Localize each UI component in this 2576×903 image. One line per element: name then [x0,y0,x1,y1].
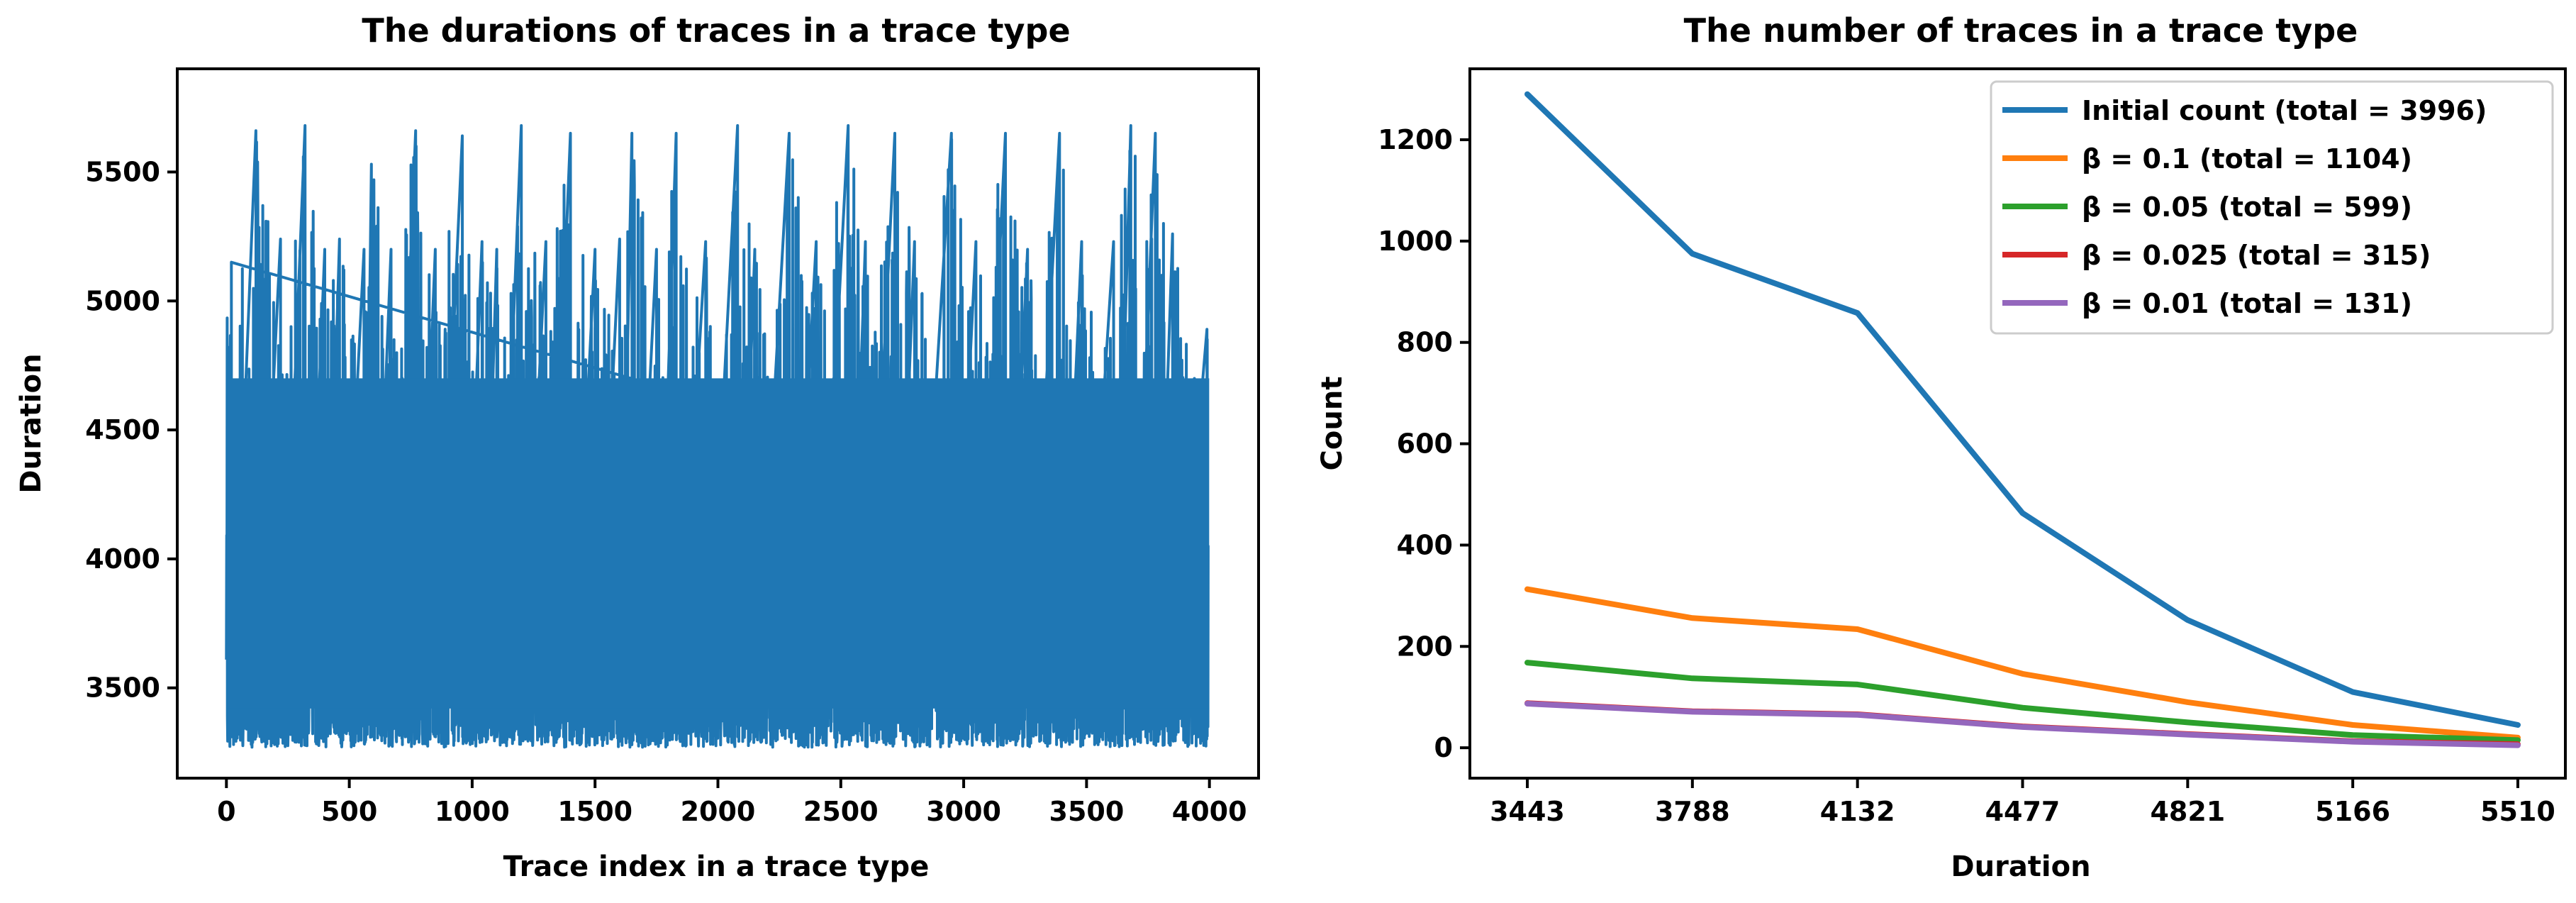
legend-label-4: β = 0.01 (total = 131) [2082,288,2412,319]
left-chart-ylabel: Duration [15,353,48,493]
left-y-tick-label: 4000 [85,543,160,575]
right-x-tick-label: 5510 [2480,796,2555,827]
left-x-tick-label: 1500 [557,796,632,827]
left-y-tick-label: 4500 [85,414,160,445]
left-x-tick-label: 3500 [1049,796,1125,827]
right-series-line-1 [1524,586,2521,741]
left-y-tick-label: 5500 [85,156,160,187]
left-y-tick-label: 5000 [85,285,160,316]
right-x-tick-label: 5166 [2315,796,2390,827]
right-y-tick-label: 1200 [1378,124,1453,155]
legend-label-3: β = 0.025 (total = 315) [2082,240,2431,271]
right-chart-frame [1468,67,2567,780]
right-chart: The number of traces in a trace type 344… [1316,11,2567,883]
right-y-tick-label: 200 [1397,631,1453,662]
left-chart-xlabel: Trace index in a trace type [503,851,930,883]
left-chart-series-area [225,124,1210,749]
right-series-line-0 [1524,91,2521,728]
right-x-tick-label: 3788 [1655,796,1730,827]
right-series-line-4 [1524,701,2521,748]
left-x-tick-label: 0 [217,796,235,827]
right-y-tick-label: 400 [1397,529,1453,560]
left-chart-ticks: 0 500 1000 1500 2000 2500 3000 3500 4000 3500 4000… [85,156,1247,827]
left-series-core-band [226,378,1210,709]
left-y-tick-label: 3500 [85,672,160,704]
right-chart-series-area [1524,91,2521,748]
left-chart-frame [176,67,1260,780]
left-x-tick-label: 1000 [435,796,510,827]
left-x-tick-label: 4000 [1172,796,1247,827]
left-x-tick-label: 500 [321,796,377,827]
left-x-tick-label: 2000 [681,796,756,827]
legend-label-0: Initial count (total = 3996) [2082,95,2487,126]
right-y-tick-label: 800 [1397,327,1453,358]
right-chart-legend: Initial count (total = 3996) β = 0.1 (tot… [1990,80,2554,335]
right-x-tick-label: 4821 [2150,796,2225,827]
right-chart-title: The number of traces in a trace type [1684,11,2358,50]
right-chart-ticks: 3443 3788 4132 4477 4821 5166 5510 0 200 400 600 80… [1378,124,2555,827]
left-x-tick-label: 2500 [803,796,879,827]
legend-label-2: β = 0.05 (total = 599) [2082,192,2412,223]
left-x-tick-label: 3000 [926,796,1001,827]
right-series-line-2 [1524,660,2521,743]
left-chart-title: The durations of traces in a trace type [362,11,1070,50]
left-chart: The durations of traces in a trace type … [15,11,1260,883]
right-y-tick-label: 0 [1434,732,1453,763]
legend-box [1990,80,2554,335]
legend-label-1: β = 0.1 (total = 1104) [2082,143,2412,174]
right-y-tick-label: 1000 [1378,226,1453,257]
right-y-tick-label: 600 [1397,428,1453,460]
right-x-tick-label: 4477 [1985,796,2061,827]
right-x-tick-label: 4132 [1820,796,1895,827]
right-x-tick-label: 3443 [1490,796,1565,827]
right-chart-ylabel: Count [1316,377,1349,471]
right-chart-xlabel: Duration [1951,851,2090,883]
